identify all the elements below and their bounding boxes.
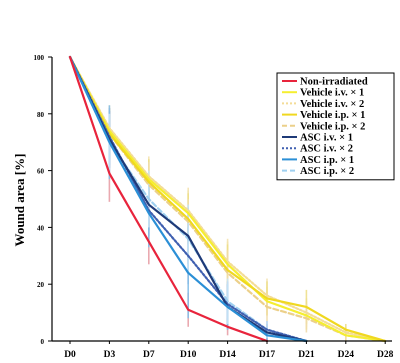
series-line <box>68 55 387 343</box>
axes <box>51 57 392 342</box>
y-tick-label: 100 <box>34 54 45 62</box>
y-tick-label: 80 <box>37 111 45 119</box>
legend-label: Non-irradiated <box>300 77 368 88</box>
series-line <box>68 55 269 343</box>
x-tick-label: D3 <box>104 350 116 360</box>
x-tick-label: D7 <box>143 350 155 360</box>
y-axis-title: Wound area [%] <box>12 154 27 247</box>
x-tick-label: D28 <box>377 350 394 360</box>
x-tick-label: D21 <box>298 350 315 360</box>
legend-label: ASC i.p. × 1 <box>300 155 354 166</box>
y-tick-label: 20 <box>37 281 45 289</box>
legend-label: Vehicle i.v. × 1 <box>300 88 364 99</box>
legend-label: ASC i.v. × 2 <box>300 144 353 155</box>
axis-ticks: 0 20 40 60 80 100 D0 D3 D7 D10 D14 D17 D21 D24 D28 <box>34 54 394 360</box>
legend-label: ASC i.p. × 2 <box>300 166 354 177</box>
series-lines <box>68 55 387 343</box>
x-tick-label: D0 <box>64 350 76 360</box>
x-tick-label: D17 <box>259 350 276 360</box>
legend-box <box>276 72 395 181</box>
x-tick-label: D14 <box>219 350 236 360</box>
y-tick-label: 40 <box>37 224 45 232</box>
x-tick-label: D10 <box>180 350 197 360</box>
legend-label: Vehicle i.p. × 2 <box>300 121 365 132</box>
series-line <box>68 55 308 343</box>
series-line <box>68 55 308 343</box>
y-tick-label: 0 <box>41 338 45 346</box>
y-tick-label: 60 <box>37 168 45 176</box>
series-line <box>68 55 387 343</box>
legend-label: Vehicle i.v. × 2 <box>300 99 364 110</box>
series-line <box>68 55 308 343</box>
x-tick-label: D24 <box>338 350 355 360</box>
legend-label: Vehicle i.p. × 1 <box>300 110 365 121</box>
legend-label: ASC i.v. × 1 <box>300 133 353 144</box>
series-line <box>68 55 387 343</box>
